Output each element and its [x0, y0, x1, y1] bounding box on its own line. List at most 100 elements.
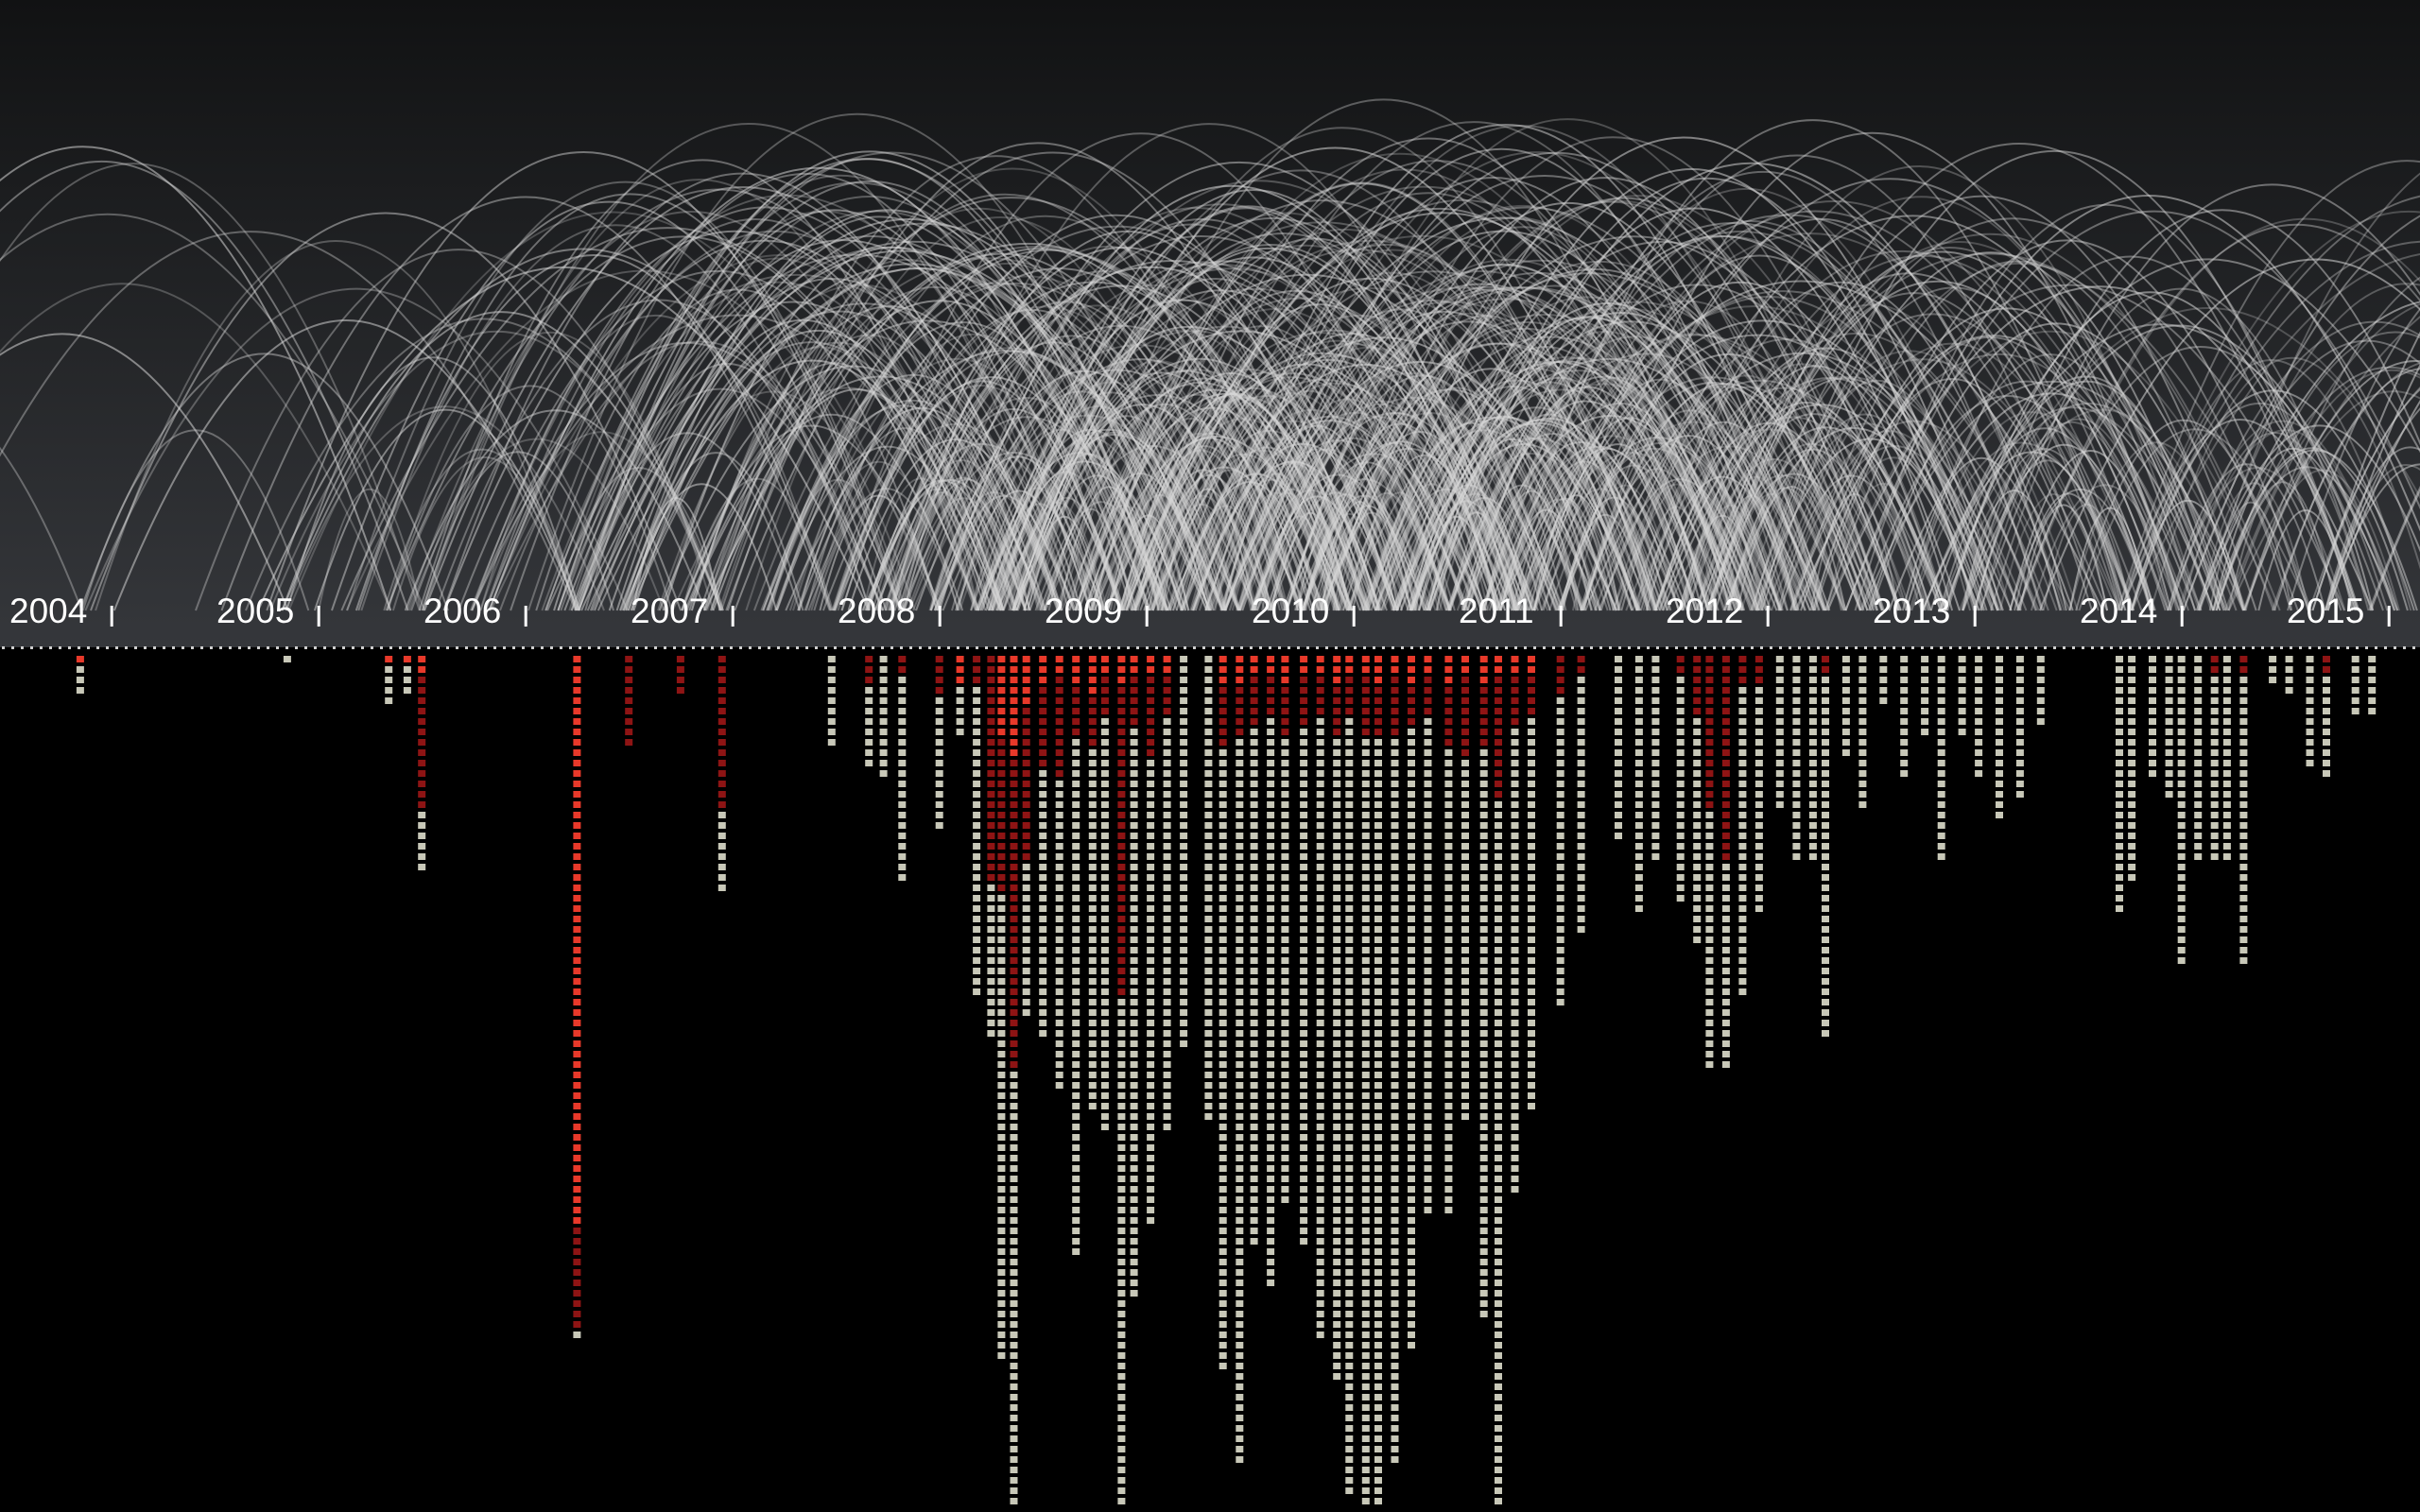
cell-dark-red	[625, 656, 632, 662]
cell-light	[2323, 739, 2330, 746]
cell-light	[987, 947, 994, 954]
cell-dark-red	[997, 791, 1005, 798]
cell-dark-red	[1495, 791, 1502, 798]
cell-light	[1039, 843, 1046, 850]
cell-light	[957, 718, 964, 725]
axis-dot	[40, 646, 43, 649]
axis-dot	[1666, 646, 1668, 649]
cell-light	[1281, 936, 1288, 943]
cell-dark-red	[1722, 739, 1730, 746]
cell-light	[1345, 957, 1353, 964]
cell-light	[1101, 1113, 1109, 1120]
cell-light	[1281, 1196, 1288, 1203]
cell-light	[1236, 999, 1243, 1005]
cell-dark-red	[1444, 729, 1452, 735]
cell-dark-red	[1011, 864, 1018, 870]
cell-light	[1512, 1165, 1519, 1172]
cell-light	[1495, 1280, 1502, 1286]
cell-light	[1374, 1238, 1382, 1245]
cell-light	[1528, 1103, 1535, 1109]
cell-red	[573, 978, 580, 985]
cell-light	[1072, 1165, 1080, 1172]
cell-light	[2116, 791, 2123, 798]
cell-light	[987, 957, 994, 964]
cell-light	[1147, 1113, 1154, 1120]
cell-red	[1131, 666, 1138, 673]
cell-light	[1792, 677, 1800, 683]
cell-light	[1512, 905, 1519, 912]
cell-light	[2223, 677, 2231, 683]
axis-dot	[2119, 646, 2122, 649]
cell-light	[1204, 988, 1212, 995]
cell-dark-red	[1495, 708, 1502, 714]
cell-light	[880, 697, 888, 704]
cell-light	[1056, 1040, 1063, 1047]
cell-light	[1219, 1196, 1227, 1203]
cell-light	[1236, 1394, 1243, 1400]
cell-light	[1281, 905, 1288, 912]
cell-dark-red	[573, 1280, 580, 1286]
cell-dark-red	[997, 760, 1005, 766]
cell-light	[2128, 801, 2135, 808]
cell-light	[2194, 666, 2202, 673]
cell-red	[385, 656, 392, 662]
cell-light	[1822, 718, 1829, 725]
cell-dark-red	[1147, 749, 1154, 756]
axis-dot	[597, 646, 600, 649]
axis-dot	[1599, 646, 1602, 649]
cell-dark-red	[1578, 656, 1585, 662]
cell-light	[1219, 1176, 1227, 1182]
cell-light	[1251, 978, 1258, 985]
cell-light	[2016, 697, 2024, 704]
cell-light	[1693, 760, 1701, 766]
event-column-34	[1267, 656, 1274, 1286]
cell-red	[573, 1134, 580, 1141]
cell-dark-red	[1117, 729, 1125, 735]
cell-dark-red	[1147, 739, 1154, 746]
cell-light	[1267, 1009, 1274, 1016]
cell-light	[1705, 936, 1713, 943]
cell-light	[1251, 812, 1258, 818]
axis-dot	[1477, 646, 1479, 649]
cell-dark-red	[1011, 968, 1018, 974]
cell-light	[1236, 853, 1243, 860]
cell-light	[1101, 978, 1109, 985]
cell-dark-red	[936, 687, 943, 694]
cell-light	[2149, 708, 2156, 714]
cell-red	[573, 864, 580, 870]
cell-light	[973, 718, 980, 725]
axis-dot	[371, 646, 373, 649]
cell-dark-red	[625, 739, 632, 746]
cell-dark-red	[1236, 718, 1243, 725]
cell-light	[1755, 791, 1763, 798]
cell-light	[1557, 936, 1564, 943]
axis-dot	[475, 646, 477, 649]
cell-light	[1528, 999, 1535, 1005]
cell-light	[1011, 1415, 1018, 1421]
cell-light	[1300, 1134, 1307, 1141]
cell-light	[1039, 968, 1046, 974]
cell-light	[1755, 801, 1763, 808]
cell-light	[1677, 791, 1685, 798]
cell-light	[1117, 1196, 1125, 1203]
cell-light	[1281, 1092, 1288, 1099]
cell-red	[1011, 687, 1018, 694]
cell-dark-red	[1392, 687, 1399, 694]
cell-light	[1345, 1082, 1353, 1089]
cell-light	[1392, 1020, 1399, 1026]
cell-light	[1408, 999, 1415, 1005]
cell-light	[1281, 1134, 1288, 1141]
cell-dark-red	[1693, 687, 1701, 694]
cell-light	[1011, 1290, 1018, 1297]
cell-light	[1101, 895, 1109, 902]
axis-dot	[1713, 646, 1716, 649]
cell-light	[1147, 1124, 1154, 1130]
cell-light	[1722, 1061, 1730, 1068]
cell-light	[2307, 708, 2314, 714]
cell-light	[1635, 895, 1643, 902]
cell-light	[936, 760, 943, 766]
cell-light	[1705, 957, 1713, 964]
cell-light	[1204, 843, 1212, 850]
cell-light	[1219, 1124, 1227, 1130]
axis-dot	[1741, 646, 1744, 649]
